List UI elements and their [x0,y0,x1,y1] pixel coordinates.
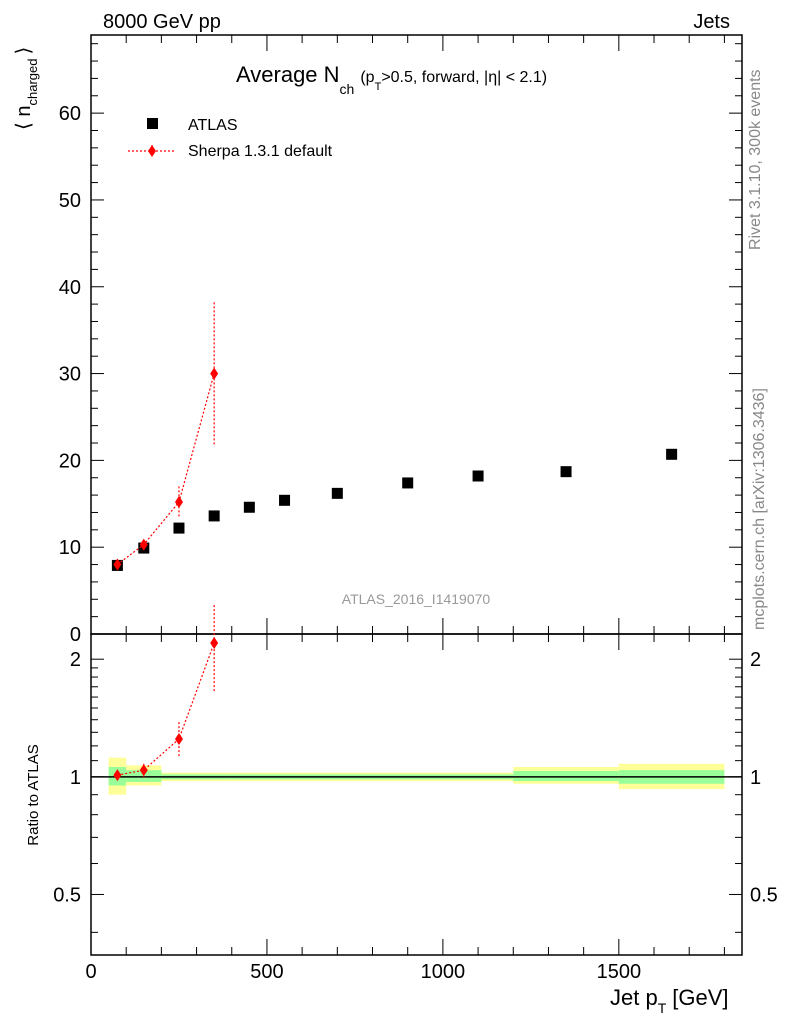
analysis-watermark: ATLAS_2016_I1419070 [342,591,491,607]
ylabel-sub: charged [25,59,40,106]
atlas-point [472,470,484,482]
ratio-sherpa-line [117,642,215,776]
ylabel-main: ⟨ n [13,106,35,130]
atlas-point [173,522,185,534]
legend-atlas-label: ATLAS [188,117,238,134]
ratio-panel: 0.5 0.5 1 1 2 2 0 500 1000 1500 Ratio to ATLAS Je… [25,605,778,1016]
ratio-xtick-label: 0 [85,961,96,983]
atlas-point [208,510,220,522]
main-tick-labels: 0 10 20 30 40 50 60 [59,103,81,646]
main-ticks [90,35,742,635]
main-ytick-label: 60 [59,103,81,125]
atlas-point [666,448,678,460]
rivet-label: Rivet 3.1.10, 300k events [747,69,764,250]
ratio-tick-labels: 0.5 0.5 1 1 2 2 0 500 1000 1500 [53,649,778,983]
title-main: Average N [236,62,340,87]
ratio-ytick-label: 2 [70,649,81,671]
ratio-sherpa-point [139,764,148,777]
atlas-point [279,494,291,506]
ratio-ytick-label: 0.5 [53,884,81,906]
atlas-point [331,487,343,499]
ratio-band-inner [513,770,619,782]
sherpa-point [113,558,122,571]
main-ytick-label: 50 [59,190,81,212]
main-ytick-label: 30 [59,364,81,386]
ratio-data [113,605,219,782]
main-ylabel: ⟨ ncharged ⟩ [13,47,40,130]
category-label: Jets [693,11,730,33]
main-data [111,302,678,571]
ratio-bands [91,757,742,795]
ratio-sherpa-point [113,769,122,782]
legend-atlas-marker [147,118,158,129]
title-sub: ch [340,81,355,97]
ylabel-close: ⟩ [13,47,35,55]
ratio-ytick-label-right: 1 [750,767,761,789]
ratio-frame [90,633,743,956]
title-rest-2: >0.5, forward, |η| < 2.1) [381,69,547,86]
ratio-xtick-label: 1000 [421,961,466,983]
xlabel-sub: T [658,1000,667,1016]
ratio-sherpa-point [174,732,183,745]
sherpa-point [174,496,183,509]
ratio-xtick-label: 500 [250,961,283,983]
ratio-ylabel: Ratio to ATLAS [25,744,42,845]
title-rest-1: (p [360,69,374,86]
ratio-xtick-label: 1500 [597,961,642,983]
sherpa-line [117,373,215,566]
energy-label: 8000 GeV pp [103,11,221,33]
main-ytick-label: 40 [59,277,81,299]
ratio-ticks [90,634,742,955]
main-ytick-label: 20 [59,450,81,472]
legend-sherpa-label: Sherpa 1.3.1 default [188,143,333,160]
legend-sherpa-marker [148,145,156,157]
mcplots-label: mcplots.cern.ch [arXiv:1306.3436] [751,388,768,630]
ratio-ytick-label: 1 [70,767,81,789]
atlas-point [560,466,572,478]
ratio-xlabel: Jet pT [GeV] [610,985,729,1016]
ratio-sherpa-point [210,637,219,650]
atlas-point [402,477,414,489]
main-panel: 0 10 20 30 40 50 60 Average Nch (pT>0.5, forwar… [13,34,743,646]
xlabel-unit: [GeV] [672,985,728,1010]
ratio-ytick-label-right: 2 [750,649,761,671]
ratio-ytick-label-right: 0.5 [750,884,778,906]
legend: ATLAS Sherpa 1.3.1 default [128,117,333,160]
sherpa-point [139,538,148,551]
main-ytick-label: 10 [59,537,81,559]
atlas-point [243,501,255,513]
plot-title: Average Nch (pT>0.5, forward, |η| < 2.1) [236,62,547,97]
main-ytick-label: 0 [70,624,81,646]
sherpa-point [210,367,219,380]
title-rest-sub: T [375,81,382,93]
xlabel-main: Jet p [610,985,658,1010]
